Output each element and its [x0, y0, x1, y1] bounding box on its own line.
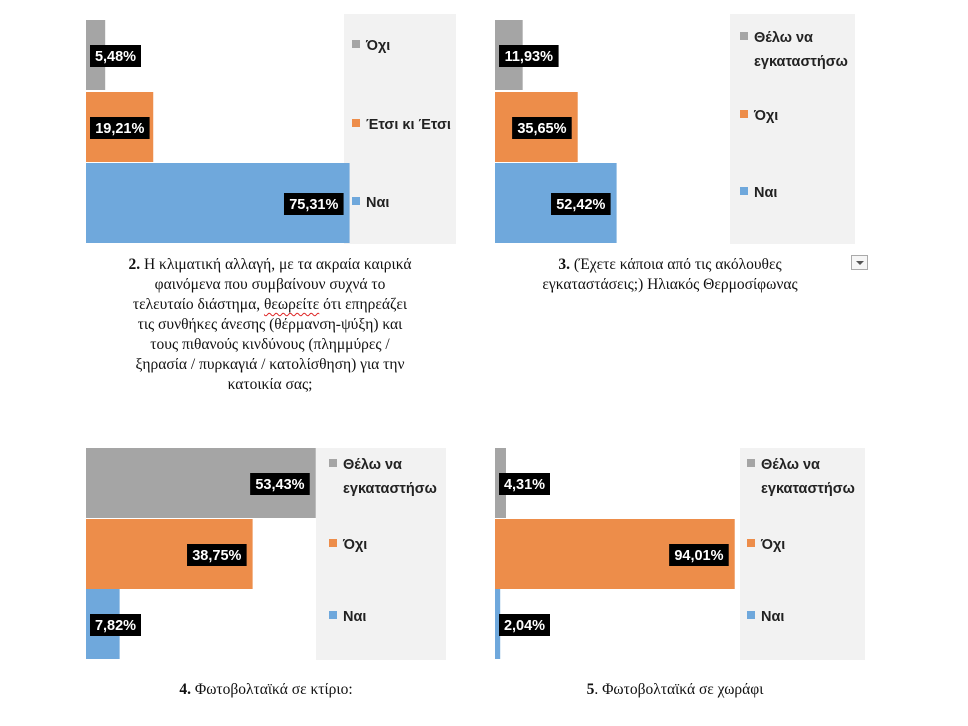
- legend-area: [740, 448, 865, 660]
- data-label-box: [90, 117, 150, 139]
- data-label-box: [669, 544, 729, 566]
- data-label-box: [90, 614, 141, 636]
- legend-swatch: [747, 611, 755, 619]
- legend-swatch: [352, 119, 360, 127]
- legend-label: Ναι: [366, 195, 389, 211]
- legend-label: Όχι: [753, 108, 778, 124]
- data-label: 19,21%: [95, 121, 144, 137]
- chart-panel-5: 4,31% 94,01% 2,04% Θέλω να εγκαταστήσω Όχι Ναι: [495, 448, 865, 660]
- legend-swatch: [747, 539, 755, 547]
- data-label: 53,43%: [255, 477, 304, 493]
- legend-swatch: [740, 32, 748, 40]
- caption-5: 5. Φωτοβολταϊκά σε χωράφι: [586, 681, 764, 698]
- data-label-box: [499, 614, 550, 636]
- legend-swatch: [329, 611, 337, 619]
- data-label: 35,65%: [517, 121, 566, 137]
- caption-3: 3. (Έχετε κάποια από τις ακόλουθες εγκατ…: [542, 256, 798, 293]
- bar-chart-2: 5,48% 19,21% 75,31% Όχι Έτσι κι Έτσι Ναι: [86, 20, 451, 243]
- dropdown-arrow-icon[interactable]: [851, 255, 868, 270]
- legend-label: Ναι: [761, 609, 784, 625]
- data-label: 7,82%: [95, 618, 136, 634]
- legend-label: Ναι: [343, 609, 366, 625]
- legend-label: Όχι: [365, 38, 390, 54]
- data-label-box: [499, 45, 559, 67]
- data-label-box: [551, 193, 611, 215]
- data-label-box: [283, 193, 344, 215]
- bar-3: [495, 589, 501, 659]
- data-label: 52,42%: [556, 197, 605, 213]
- legend-swatch: [747, 459, 755, 467]
- legend-area: [316, 448, 446, 660]
- legend-label: Θέλω να εγκαταστήσω: [754, 30, 848, 70]
- spellcheck-word: θεωρείτε: [263, 296, 320, 313]
- data-label: 38,75%: [192, 548, 241, 564]
- legend-label: Έτσι κι Έτσι: [366, 117, 451, 133]
- legend-area: [344, 14, 456, 244]
- data-label: 94,01%: [674, 548, 723, 564]
- legend-swatch: [352, 197, 360, 205]
- data-label: 75,31%: [289, 197, 338, 213]
- data-label-box: [187, 544, 247, 566]
- legend-label: Θέλω να εγκαταστήσω: [343, 457, 437, 497]
- data-label: 2,04%: [504, 618, 545, 634]
- legend-label: Θέλω να εγκαταστήσω: [761, 457, 855, 497]
- data-label-box: [512, 117, 572, 139]
- data-label-box: [90, 45, 141, 67]
- data-label: 4,31%: [504, 477, 545, 493]
- data-label-box: [499, 473, 550, 495]
- legend-swatch: [329, 539, 337, 547]
- legend-label: Ναι: [754, 185, 777, 201]
- legend-area: [730, 14, 855, 244]
- bar-chart-5: 4,31% 94,01% 2,04% Θέλω να εγκαταστήσω Όχι Ναι: [495, 448, 855, 659]
- legend-swatch: [352, 40, 360, 48]
- caption-4: 4. Φωτοβολταϊκά σε κτίριο:: [179, 681, 353, 698]
- legend-label: Όχι: [760, 537, 785, 553]
- data-label: 11,93%: [505, 49, 553, 65]
- chart-panel-3: 11,93% 35,65% 52,42% Θέλω να εγκαταστήσω Όχι Ν…: [495, 14, 855, 244]
- data-label: 5,48%: [95, 49, 136, 65]
- chart-panel-2: 5,48% 19,21% 75,31% Όχι Έτσι κι Έτσι Ναι: [86, 14, 456, 244]
- bar-chart-4: 53,43% 38,75% 7,82% Θέλω να εγκαταστήσω Όχι Να…: [86, 448, 437, 659]
- legend-label: Όχι: [342, 537, 367, 553]
- legend-swatch: [329, 459, 337, 467]
- legend-swatch: [740, 110, 748, 118]
- data-label-box: [250, 473, 310, 495]
- legend-swatch: [740, 187, 748, 195]
- chart-panel-4: 53,43% 38,75% 7,82% Θέλω να εγκαταστήσω Όχι Να…: [86, 448, 446, 660]
- caption-2: 2. Η κλιματική αλλαγή, με τα ακραία καιρ…: [128, 256, 412, 393]
- bar-chart-3: 11,93% 35,65% 52,42% Θέλω να εγκαταστήσω Όχι Ν…: [495, 20, 848, 243]
